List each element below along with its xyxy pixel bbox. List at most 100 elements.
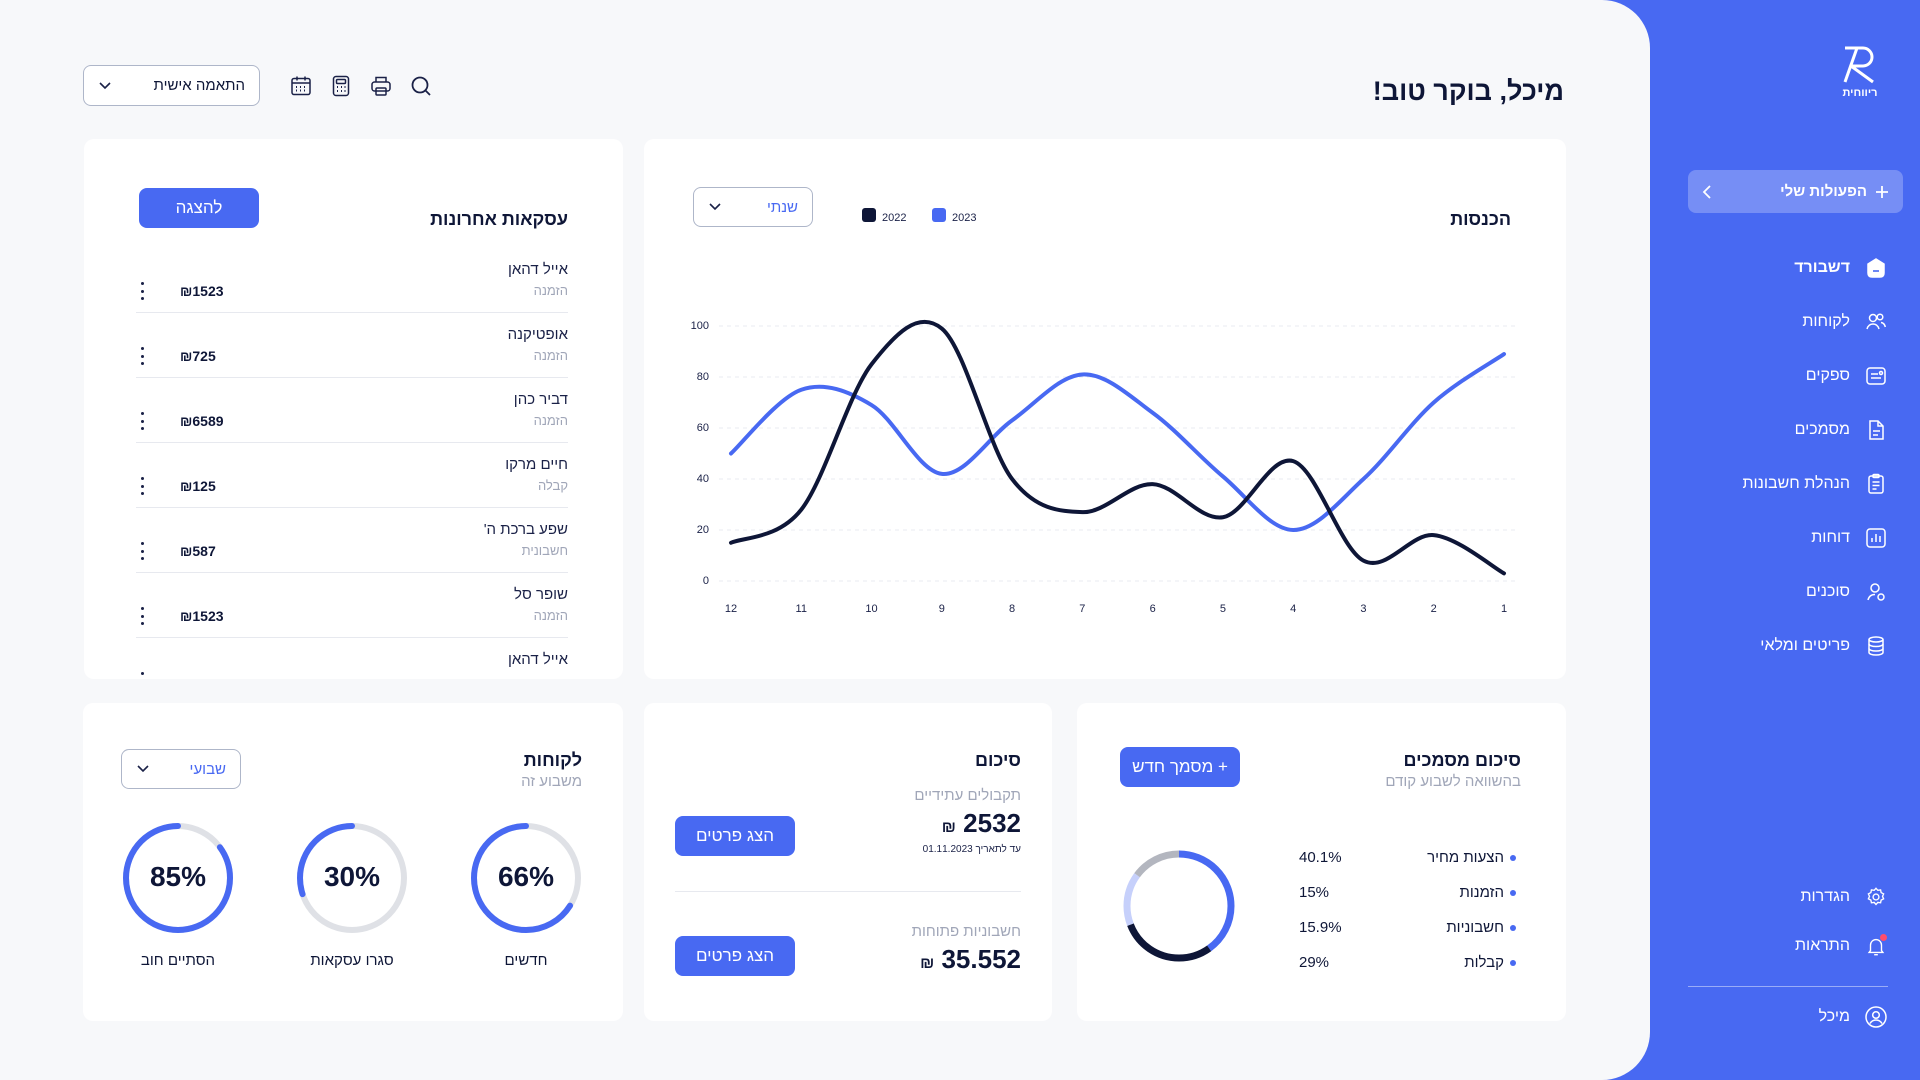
table-row[interactable]: דביר כהן הזמנה ₪6589	[136, 391, 568, 443]
document-type-name: הצעות מחיר	[1427, 849, 1504, 866]
legend-label: 2022	[882, 212, 906, 224]
more-options-icon[interactable]	[136, 347, 148, 365]
sidebar-item-dashboard[interactable]: דשבורד	[1794, 256, 1888, 280]
table-row[interactable]: שופר סל הזמנה ₪1523	[136, 586, 568, 638]
reports-icon	[1864, 526, 1888, 550]
greeting-title: מיכל, בוקר טוב!	[1372, 76, 1564, 106]
more-options-icon[interactable]	[136, 542, 148, 560]
customers-icon	[1864, 310, 1888, 334]
table-row[interactable]: אייל דהאן	[136, 651, 568, 679]
document-type-row: חשבוניות 15.9%	[1299, 919, 1516, 939]
deal-amount: ₪1523	[180, 283, 224, 299]
print-icon[interactable]	[369, 74, 393, 103]
bullet-icon	[1510, 959, 1516, 966]
donut-segment	[1123, 850, 1235, 962]
customers-card: לקוחות משבוע זה שבועי 66% חדשים 30% סגרו עס…	[83, 703, 623, 1021]
future-details-button[interactable]: הצג פרטים	[675, 816, 795, 856]
view-deals-button[interactable]: להצגה	[139, 188, 259, 228]
deal-name: אייל דהאן	[507, 261, 568, 278]
ring-label: הסתיים חוב	[140, 952, 216, 969]
ring-progress	[297, 823, 407, 933]
income-period-dropdown[interactable]: שנתי	[693, 187, 813, 227]
sidebar-item-label: לקוחות	[1802, 313, 1850, 330]
sidebar-item-bookkeeping[interactable]: הנהלת חשבונות	[1742, 472, 1888, 496]
sidebar-item-label: הנהלת חשבונות	[1742, 475, 1850, 492]
sidebar-item-customers[interactable]: לקוחות	[1802, 310, 1888, 334]
sidebar-item-reports[interactable]: דוחות	[1811, 526, 1888, 550]
document-type-label: הצעות מחיר	[1427, 849, 1516, 866]
calculator-icon[interactable]	[329, 74, 353, 103]
more-options-icon[interactable]	[136, 282, 148, 300]
deal-name: חיים מרקו	[505, 456, 568, 473]
sidebar-item-inventory[interactable]: פריטים ומלאי	[1760, 634, 1888, 658]
document-type-row: הזמנות 15%	[1299, 884, 1516, 904]
customize-label: התאמה אישית	[153, 77, 246, 94]
document-type-value: 15%	[1299, 884, 1330, 901]
summary-title: סיכום	[975, 750, 1021, 770]
document-type-name: חשבוניות	[1446, 919, 1504, 936]
logo[interactable]: ריווחית	[1836, 44, 1884, 99]
summary-card: סיכום תקבולים עתידיים 2532 ₪ עד לתאריך 0…	[644, 703, 1052, 1021]
sidebar-divider	[1688, 986, 1888, 987]
search-icon[interactable]	[409, 74, 433, 103]
bullet-icon	[1510, 924, 1516, 931]
sidebar-item-notifications[interactable]: התראות	[1795, 934, 1888, 958]
more-options-icon[interactable]	[136, 672, 148, 679]
agents-icon	[1864, 580, 1888, 604]
table-row[interactable]: שפע ברכת ה' חשבונית ₪587	[136, 521, 568, 573]
open-details-button[interactable]: הצג פרטים	[675, 936, 795, 976]
ring-label: סגרו עסקאות	[310, 952, 394, 969]
documents-summary-title: סיכום מסמכים	[1403, 750, 1521, 770]
customize-dropdown[interactable]: התאמה אישית	[83, 65, 260, 106]
deal-type: הזמנה	[533, 348, 568, 363]
my-actions-button[interactable]: הפעולות שלי	[1688, 170, 1903, 213]
customers-period-dropdown[interactable]: שבועי	[121, 749, 241, 789]
deal-type: חשבונית	[521, 543, 568, 558]
ring-value: 85%	[149, 861, 207, 892]
customer-ring: 85% הסתיים חוב	[121, 821, 235, 969]
calendar-icon[interactable]	[289, 74, 313, 103]
deal-amount: ₪587	[180, 543, 216, 559]
sidebar-item-documents[interactable]: מסמכים	[1795, 418, 1888, 442]
donut-segment	[1123, 850, 1235, 962]
ring-value: 30%	[323, 861, 381, 892]
sidebar-item-agents[interactable]: סוכנים	[1806, 580, 1888, 604]
series-line-2022	[729, 319, 1506, 576]
document-type-name: הזמנות	[1459, 884, 1504, 901]
settings-label: הגדרות	[1800, 888, 1850, 905]
y-tick-label: 80	[697, 371, 709, 383]
document-type-name: קבלות	[1464, 954, 1504, 971]
more-options-icon[interactable]	[136, 607, 148, 625]
x-tick-label: 8	[1009, 603, 1015, 615]
ring-value: 66%	[497, 861, 555, 892]
series-line-2023	[729, 352, 1506, 533]
table-row[interactable]: אופטיקנה הזמנה ₪725	[136, 326, 568, 378]
sidebar-item-label: מסמכים	[1794, 421, 1850, 438]
document-type-value: 29%	[1299, 954, 1330, 971]
plus-icon	[1876, 185, 1888, 198]
ring-label: חדשים	[504, 952, 548, 969]
bookkeeping-icon	[1864, 472, 1888, 496]
income-line-chart: 0 20 40 60 80 100 12 11 10 9 8 7 6 5 4 3 2 1 2023 2022	[691, 208, 1516, 615]
more-options-icon[interactable]	[136, 477, 148, 495]
document-type-value: 15.9%	[1299, 919, 1342, 936]
documents-summary-card: סיכום מסמכים בהשוואה לשבוע קודם + מסמך ח…	[1077, 703, 1566, 1021]
new-document-button[interactable]: + מסמך חדש	[1120, 747, 1240, 787]
more-options-icon[interactable]	[136, 412, 148, 430]
document-type-value: 40.1%	[1299, 849, 1342, 866]
my-actions-label: הפעולות שלי	[1780, 183, 1867, 200]
x-tick-label: 1	[1501, 603, 1507, 615]
document-type-label: חשבוניות	[1446, 919, 1516, 936]
y-tick-label: 20	[697, 524, 709, 536]
sidebar-item-settings[interactable]: הגדרות	[1800, 885, 1888, 909]
table-row[interactable]: חיים מרקו קבלה ₪125	[136, 456, 568, 508]
x-tick-label: 9	[939, 603, 945, 615]
income-period-label: שנתי	[766, 198, 798, 216]
deal-amount: ₪1523	[180, 608, 224, 624]
dashboard-icon	[1864, 256, 1888, 280]
bullet-icon	[1510, 889, 1516, 896]
sidebar-item-user[interactable]: מיכל	[1819, 1005, 1888, 1029]
table-row[interactable]: אייל דהאן הזמנה ₪1523	[136, 261, 568, 313]
x-tick-label: 12	[725, 603, 737, 615]
sidebar-item-suppliers[interactable]: ספקים	[1806, 364, 1888, 388]
